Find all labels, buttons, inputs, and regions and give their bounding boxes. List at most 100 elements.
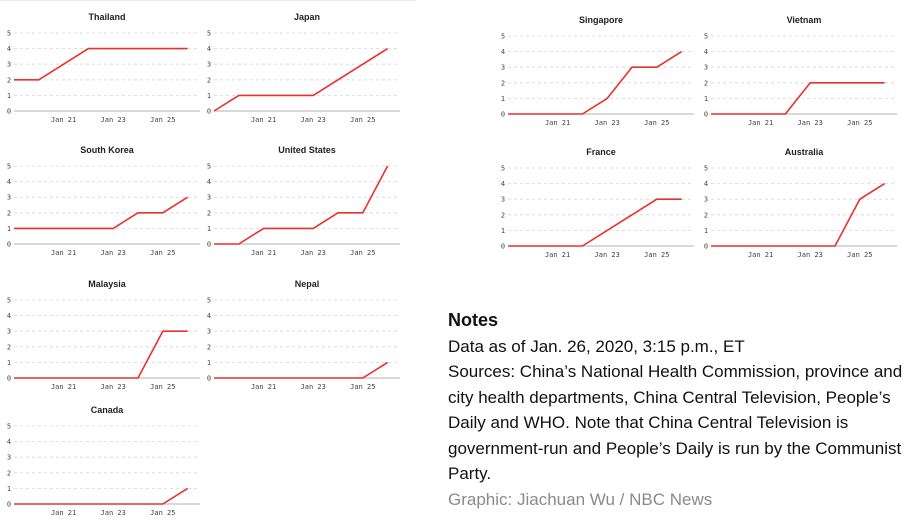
x-tick-label: Jan 25 — [350, 383, 375, 391]
x-tick-label: Jan 25 — [150, 383, 175, 391]
y-tick-label: 1 — [501, 95, 505, 103]
y-tick-label: 5 — [7, 163, 11, 171]
x-tick-label: Jan 23 — [101, 116, 126, 124]
x-tick-label: Jan 25 — [350, 116, 375, 124]
y-tick-label: 2 — [7, 209, 11, 217]
y-tick-label: 1 — [704, 227, 708, 235]
notes-heading: Notes — [448, 310, 499, 330]
chart-svg-south-korea: South Korea 0 1 2 3 4 5 Jan 21 Jan 23 Jan 25 — [7, 145, 200, 257]
chart-title-united-states: United States — [278, 145, 336, 155]
y-tick-label: 0 — [207, 375, 211, 383]
y-tick-label: 1 — [501, 227, 505, 235]
x-tick-label: Jan 25 — [644, 119, 669, 127]
y-tick-label: 2 — [704, 79, 708, 87]
x-tick-label: Jan 23 — [595, 119, 620, 127]
y-tick-label: 4 — [7, 312, 11, 320]
y-tick-label: 1 — [7, 225, 11, 233]
y-tick-label: 4 — [207, 178, 211, 186]
chart-svg-singapore: Singapore 0 1 2 3 4 5 Jan 21 Jan 23 Jan 25 — [501, 15, 694, 127]
y-tick-label: 4 — [7, 45, 11, 53]
y-tick-label: 5 — [207, 30, 211, 38]
chart-france: France 0 1 2 3 4 5 Jan 21 Jan 23 Jan 25 — [498, 143, 698, 261]
x-tick-label: Jan 21 — [51, 509, 76, 517]
y-tick-label: 3 — [704, 196, 708, 204]
x-tick-label: Jan 23 — [101, 249, 126, 257]
y-tick-label: 2 — [704, 211, 708, 219]
y-tick-label: 0 — [704, 111, 708, 119]
chart-nepal: Nepal 0 1 2 3 4 5 Jan 21 Jan 23 Jan 25 — [204, 275, 404, 393]
x-tick-label: Jan 21 — [51, 383, 76, 391]
y-tick-label: 3 — [207, 328, 211, 336]
series-line-japan — [213, 47, 389, 112]
series-line-nepal — [214, 361, 389, 379]
y-tick-label: 4 — [7, 438, 11, 446]
y-tick-label: 1 — [704, 95, 708, 103]
x-tick-label: Jan 23 — [595, 251, 620, 259]
y-tick-label: 4 — [704, 180, 708, 188]
chart-title-south-korea: South Korea — [80, 145, 134, 155]
chart-svg-vietnam: Vietnam 0 1 2 3 4 5 Jan 21 Jan 23 Jan 25 — [704, 15, 897, 127]
x-tick-label: Jan 23 — [101, 383, 126, 391]
chart-svg-france: France 0 1 2 3 4 5 Jan 21 Jan 23 Jan 25 — [501, 147, 694, 259]
top-divider — [0, 0, 416, 1]
y-tick-label: 1 — [207, 225, 211, 233]
chart-vietnam: Vietnam 0 1 2 3 4 5 Jan 21 Jan 23 Jan 25 — [701, 11, 901, 129]
chart-canada: Canada 0 1 2 3 4 5 Jan 21 Jan 23 Jan 25 — [4, 401, 204, 519]
chart-title-thailand: Thailand — [88, 12, 125, 22]
y-tick-label: 5 — [501, 33, 505, 41]
y-tick-label: 3 — [7, 454, 11, 462]
y-tick-label: 5 — [704, 33, 708, 41]
chart-united-states: United States 0 1 2 3 4 5 Jan 21 Jan 23 Jan 25 — [204, 141, 404, 259]
y-tick-label: 1 — [7, 359, 11, 367]
x-tick-label: Jan 21 — [251, 383, 276, 391]
x-tick-label: Jan 21 — [51, 249, 76, 257]
chart-svg-japan: Japan 0 1 2 3 4 5 Jan 21 Jan 23 Jan 25 — [207, 12, 400, 124]
y-tick-label: 5 — [207, 297, 211, 305]
series-line-south-korea — [14, 196, 189, 230]
series-line-france — [508, 198, 682, 247]
x-tick-label: Jan 25 — [847, 119, 872, 127]
y-tick-label: 5 — [207, 163, 211, 171]
y-tick-label: 3 — [7, 194, 11, 202]
y-tick-label: 4 — [704, 48, 708, 56]
x-tick-label: Jan 23 — [301, 383, 326, 391]
x-tick-label: Jan 25 — [150, 509, 175, 517]
y-tick-label: 4 — [207, 45, 211, 53]
x-tick-label: Jan 21 — [251, 249, 276, 257]
y-tick-label: 2 — [501, 211, 505, 219]
notes-date-line: Data as of Jan. 26, 2020, 3:15 p.m., ET — [448, 336, 745, 356]
x-tick-label: Jan 23 — [301, 249, 326, 257]
notes-panel: Notes Data as of Jan. 26, 2020, 3:15 p.m… — [448, 308, 910, 512]
x-tick-label: Jan 21 — [545, 251, 570, 259]
y-tick-label: 3 — [501, 196, 505, 204]
series-line-singapore — [508, 50, 683, 115]
y-tick-label: 1 — [7, 485, 11, 493]
y-tick-label: 0 — [207, 241, 211, 249]
chart-title-australia: Australia — [785, 147, 825, 157]
chart-svg-canada: Canada 0 1 2 3 4 5 Jan 21 Jan 23 Jan 25 — [7, 405, 200, 517]
chart-south-korea: South Korea 0 1 2 3 4 5 Jan 21 Jan 23 Jan 25 — [4, 141, 204, 259]
y-tick-label: 2 — [7, 76, 11, 84]
series-line-united-states — [214, 165, 389, 245]
x-tick-label: Jan 21 — [748, 119, 773, 127]
x-tick-label: Jan 25 — [644, 251, 669, 259]
y-tick-label: 5 — [704, 165, 708, 173]
y-tick-label: 3 — [207, 194, 211, 202]
y-tick-label: 2 — [501, 79, 505, 87]
y-tick-label: 0 — [207, 108, 211, 116]
x-tick-label: Jan 21 — [748, 251, 773, 259]
chart-title-france: France — [586, 147, 616, 157]
series-line-vietnam — [711, 82, 885, 115]
y-tick-label: 3 — [501, 64, 505, 72]
x-tick-label: Jan 23 — [798, 251, 823, 259]
y-tick-label: 2 — [207, 76, 211, 84]
x-tick-label: Jan 25 — [350, 249, 375, 257]
y-tick-label: 4 — [7, 178, 11, 186]
chart-malaysia: Malaysia 0 1 2 3 4 5 Jan 21 Jan 23 Jan 25 — [4, 275, 204, 393]
x-tick-label: Jan 23 — [101, 509, 126, 517]
y-tick-label: 0 — [501, 243, 505, 251]
y-tick-label: 0 — [501, 111, 505, 119]
y-tick-label: 3 — [7, 328, 11, 336]
y-tick-label: 4 — [501, 48, 505, 56]
chart-title-nepal: Nepal — [295, 279, 320, 289]
